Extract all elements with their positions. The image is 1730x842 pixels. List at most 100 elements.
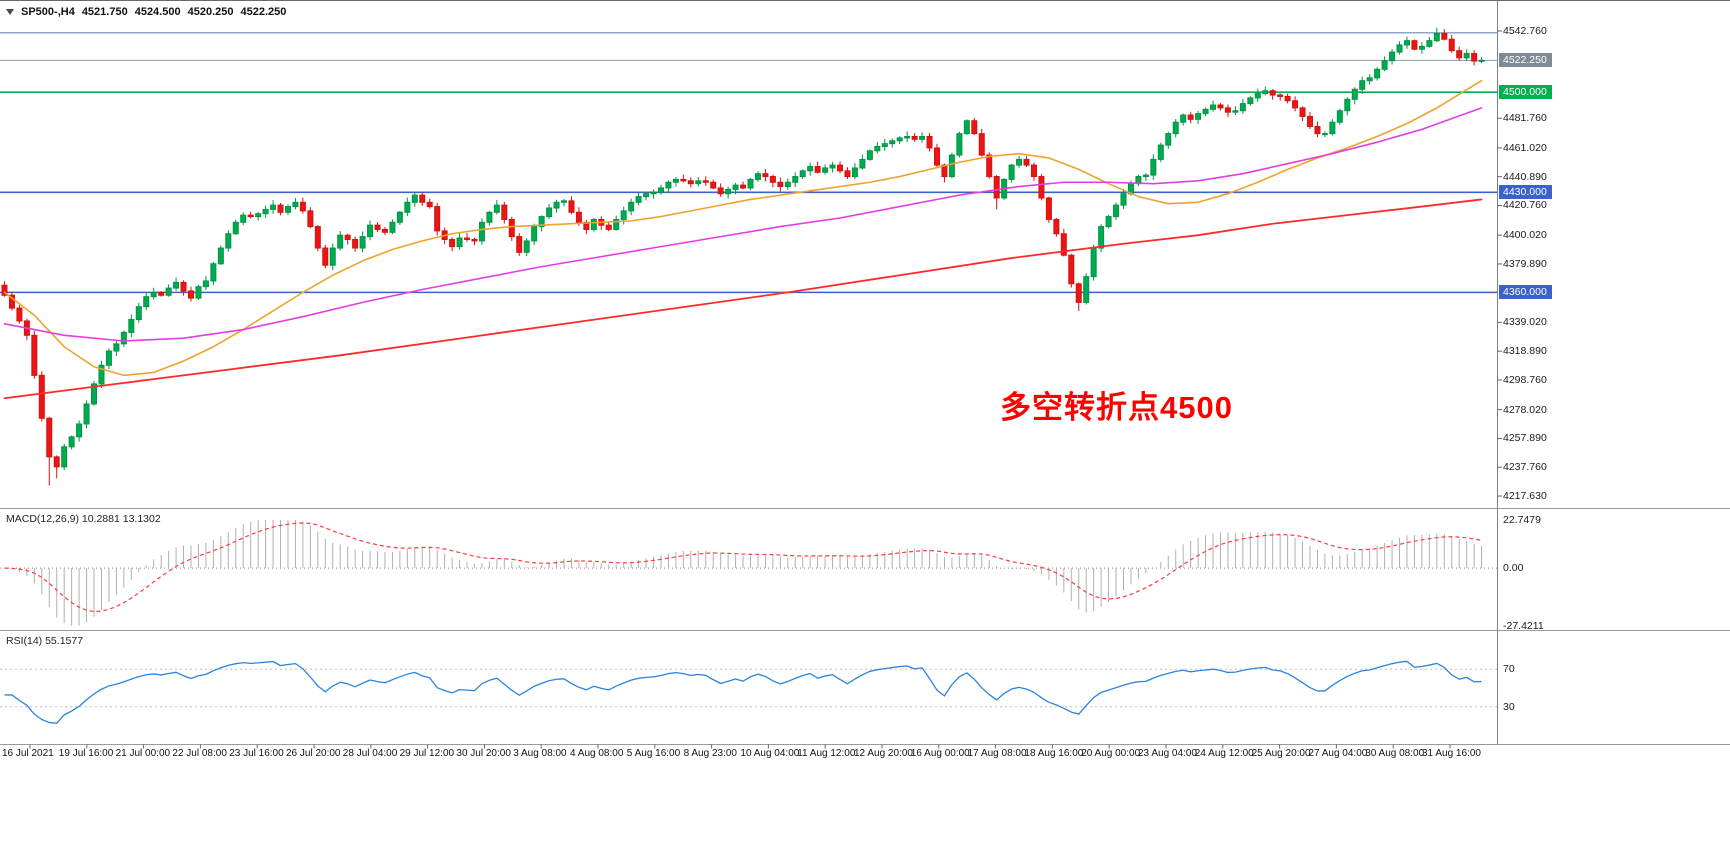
- candle-body: [38, 374, 45, 419]
- candle-body: [725, 188, 732, 195]
- time-axis-label: 23 Jul 16:00: [229, 748, 284, 759]
- candle-body: [501, 204, 508, 220]
- candle-body: [613, 218, 620, 230]
- candle-body: [1374, 68, 1381, 79]
- candle-body: [904, 135, 911, 139]
- candle-body: [270, 204, 277, 210]
- time-axis-label: 23 Aug 04:00: [1138, 748, 1197, 759]
- candle-body: [1366, 77, 1373, 82]
- candle-body: [837, 164, 844, 172]
- candle-body: [344, 234, 351, 240]
- candle-body: [240, 214, 247, 223]
- candle-body: [486, 211, 493, 223]
- candle-body: [98, 364, 105, 385]
- candle-body: [68, 436, 75, 448]
- candle-body: [986, 154, 993, 178]
- mid-ma: [3, 107, 1483, 342]
- candle-body: [1016, 158, 1023, 166]
- macd-label: MACD(12,26,9) 10.2881 13.1302: [6, 513, 161, 525]
- candle-body: [277, 204, 284, 213]
- candle-body: [635, 196, 642, 203]
- candle-body: [508, 218, 515, 238]
- time-axis-label: 26 Jul 20:00: [286, 748, 341, 759]
- candle-body: [956, 133, 963, 156]
- price-level-badge: 4360.000: [1499, 285, 1552, 300]
- candle-body: [1023, 158, 1030, 166]
- candle-body: [1426, 40, 1433, 47]
- candle-body: [352, 238, 359, 249]
- rsi-label: RSI(14) 55.1577: [6, 635, 84, 647]
- quote-open: 4521.750: [81, 6, 128, 18]
- candle-body: [1150, 158, 1157, 176]
- candle-body: [1090, 247, 1097, 278]
- candle-body: [150, 291, 157, 298]
- candle-body: [672, 178, 679, 183]
- quote-header: SP500-,H4 4521.750 4524.500 4520.250 452…: [6, 6, 286, 18]
- candle-body: [1053, 218, 1060, 235]
- candle-body: [1277, 94, 1284, 97]
- candle-body: [911, 135, 918, 140]
- price-axis-label: 4237.760: [1503, 461, 1547, 474]
- time-axis-label: 31 Aug 16:00: [1422, 748, 1481, 759]
- macd-signal-line: [4, 522, 1482, 613]
- price-axis-label: 4318.890: [1503, 345, 1547, 358]
- candle-body: [105, 350, 112, 366]
- candle-body: [31, 334, 38, 376]
- candle-body: [1142, 174, 1149, 178]
- candle-body: [799, 170, 806, 178]
- candle-body: [128, 319, 135, 333]
- fast-ma: [3, 79, 1483, 377]
- candle-body: [978, 133, 985, 156]
- rsi-line: [4, 660, 1482, 724]
- time-axis-label: 18 Aug 16:00: [1024, 748, 1084, 759]
- candle-body: [687, 180, 694, 185]
- candle-body: [1008, 164, 1015, 180]
- candle-body: [628, 201, 635, 212]
- candle-body: [740, 184, 747, 189]
- candle-body: [404, 201, 411, 213]
- candle-body: [859, 158, 866, 169]
- candle-body: [1187, 114, 1194, 120]
- candle-body: [1172, 121, 1179, 135]
- candle-body: [46, 417, 53, 458]
- time-axis-label: 10 Aug 04:00: [740, 748, 800, 759]
- candle-body: [1292, 100, 1299, 109]
- candle-body: [516, 236, 523, 253]
- candle-body: [680, 178, 687, 182]
- one-click-trading-arrow-icon[interactable]: [6, 9, 14, 15]
- candle-body: [337, 234, 344, 249]
- candle-body: [76, 423, 83, 438]
- candle-body: [396, 211, 403, 223]
- candle-body: [471, 238, 478, 242]
- candle-body: [173, 281, 180, 289]
- candle-body: [165, 287, 172, 296]
- candle-body: [963, 120, 970, 135]
- candle-body: [8, 294, 15, 309]
- candle-body: [1321, 133, 1328, 136]
- candle-body: [822, 167, 829, 173]
- candle-body: [367, 224, 374, 238]
- candle-body: [1411, 40, 1418, 50]
- candle-body: [1224, 107, 1231, 113]
- candle-body: [881, 143, 888, 148]
- candle-body: [1262, 90, 1269, 95]
- candle-body: [381, 228, 388, 233]
- time-axis-label: 22 Jul 08:00: [172, 748, 227, 759]
- candle-body: [1269, 90, 1276, 96]
- time-axis-label: 19 Jul 16:00: [58, 748, 114, 759]
- candle-body: [1232, 110, 1239, 113]
- candle-body: [135, 306, 142, 321]
- candle-body: [1359, 80, 1366, 90]
- candle-body: [143, 296, 150, 308]
- candle-body: [359, 236, 366, 249]
- rsi-axis-30: 30: [1503, 701, 1515, 713]
- candle-body: [1433, 33, 1440, 42]
- candle-body: [575, 211, 582, 223]
- candle-body: [1389, 51, 1396, 62]
- candle-body: [210, 263, 217, 282]
- candle-body: [1, 284, 8, 296]
- candle-body: [456, 237, 463, 248]
- candle-body: [643, 193, 650, 198]
- rsi-axis-70: 70: [1503, 663, 1515, 675]
